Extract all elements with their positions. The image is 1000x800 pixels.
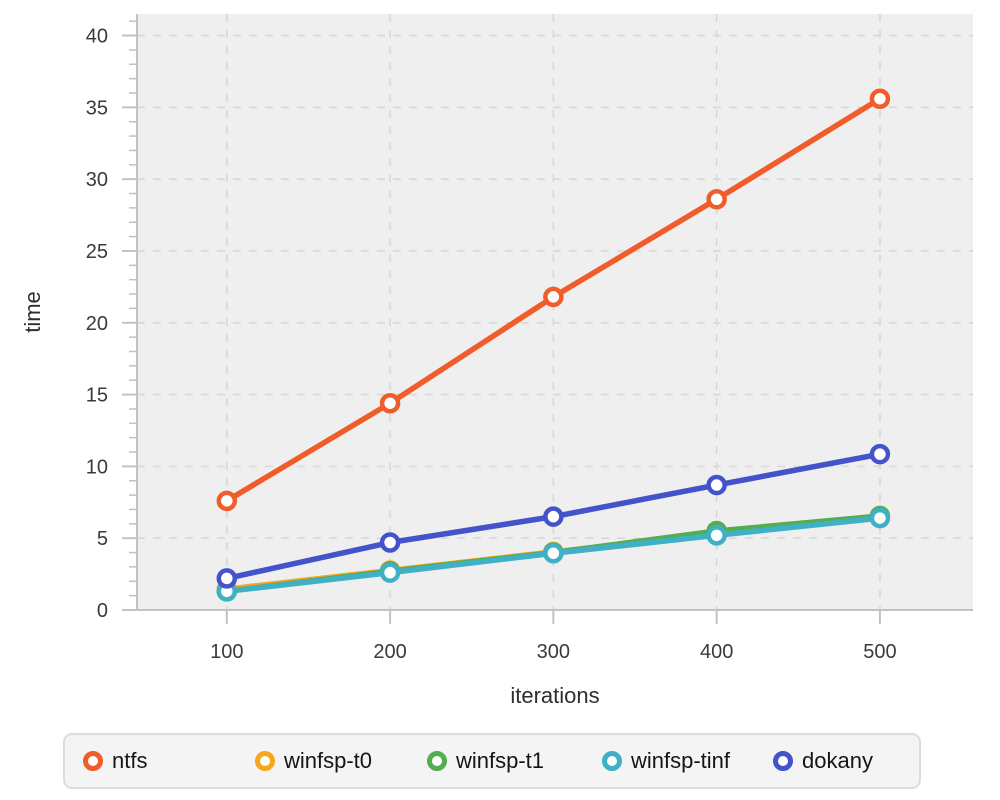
axes (122, 14, 973, 624)
data-point-ntfs-300 (543, 286, 564, 308)
data-point-ntfs-200 (379, 392, 401, 414)
legend: ntfs winfsp-t0 winfsp-t1 winfsp-tinf dokany (63, 733, 921, 789)
data-point-dokany-400 (706, 474, 727, 496)
y-axis-title: time (20, 291, 45, 333)
tick-labels: 0 5 10 15 20 25 30 35 40 100 200 300 400 500 (86, 26, 897, 663)
legend-marker-icon (773, 751, 793, 771)
y-tick-label: 30 (86, 169, 108, 191)
data-point-winfsp-tinf-200 (379, 562, 401, 583)
data-point-dokany-200 (379, 532, 401, 553)
legend-item-ntfs[interactable]: ntfs (83, 748, 147, 774)
y-tick-label: 25 (86, 241, 108, 263)
data-point-winfsp-tinf-500 (869, 507, 891, 529)
y-tick-label: 15 (86, 385, 108, 407)
legend-label: ntfs (112, 748, 148, 773)
y-tick-label: 5 (97, 528, 108, 550)
y-tick-label: 40 (86, 26, 108, 48)
series-dokany (216, 443, 891, 589)
x-tick-label: 500 (863, 641, 896, 663)
data-point-dokany-100 (216, 568, 238, 589)
chart-generated: 0 5 10 15 20 25 30 35 40 100 200 300 400 500 (86, 14, 973, 663)
legend-label: winfsp-t0 (284, 748, 373, 773)
legend-item-dokany[interactable]: dokany (773, 748, 873, 774)
legend-label: winfsp-t1 (456, 748, 545, 773)
y-tick-label: 10 (86, 456, 108, 478)
x-tick-label: 300 (537, 641, 570, 663)
legend-label: winfsp-tinf (631, 748, 731, 773)
chart-svg: 0 5 10 15 20 25 30 35 40 100 200 300 400 500 time ite… (20, 14, 973, 708)
legend-item-winfsp-tinf[interactable]: winfsp-tinf (602, 748, 730, 774)
x-tick-label: 200 (373, 641, 406, 663)
y-tick-label: 0 (97, 600, 108, 622)
x-axis-title: iterations (510, 683, 599, 708)
data-point-ntfs-400 (706, 189, 727, 210)
data-point-ntfs-500 (869, 88, 891, 109)
legend-item-winfsp-t1[interactable]: winfsp-t1 (427, 748, 544, 774)
legend-marker-icon (427, 751, 447, 771)
legend-marker-icon (255, 751, 275, 771)
data-point-dokany-300 (543, 506, 564, 527)
y-tick-label: 35 (86, 97, 108, 119)
legend-marker-icon (602, 751, 622, 771)
y-tick-label: 20 (86, 313, 108, 335)
legend-label: dokany (802, 748, 873, 773)
series-winfsp-tinf (216, 507, 891, 602)
legend-marker-icon (83, 751, 103, 771)
x-tick-label: 100 (210, 641, 243, 663)
data-point-ntfs-100 (216, 490, 238, 512)
data-point-dokany-500 (869, 443, 891, 465)
series-ntfs (216, 88, 891, 512)
legend-item-winfsp-t0[interactable]: winfsp-t0 (255, 748, 372, 774)
data-point-winfsp-tinf-300 (543, 543, 564, 564)
data-point-winfsp-tinf-400 (706, 525, 727, 546)
x-tick-label: 400 (700, 641, 733, 663)
